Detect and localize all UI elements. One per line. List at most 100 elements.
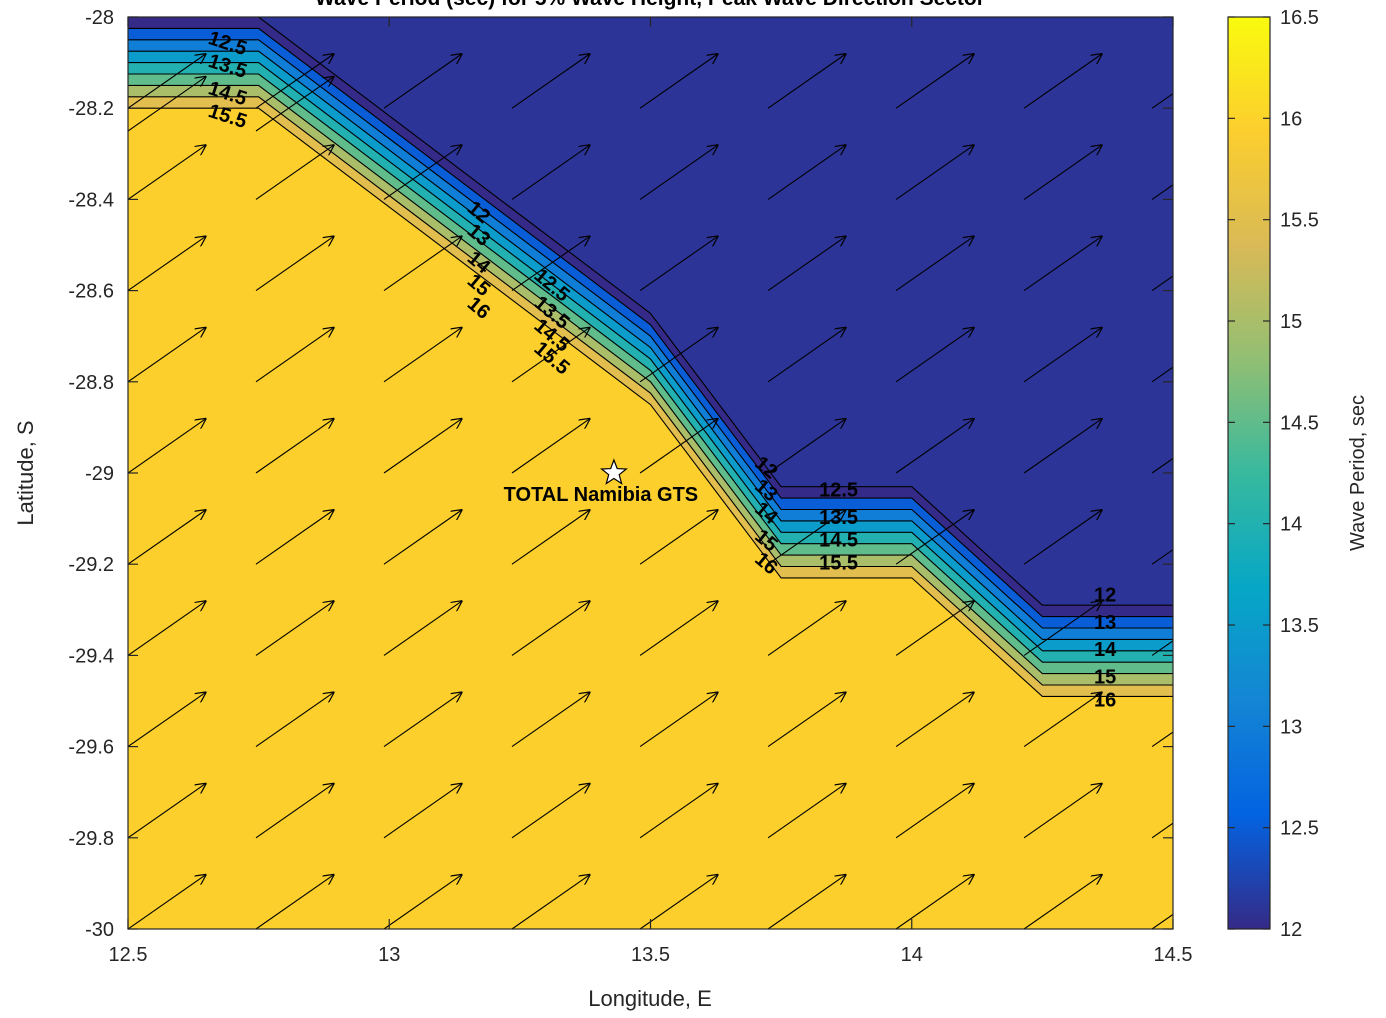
direction-arrow	[895, 54, 974, 109]
direction-arrow	[767, 54, 846, 109]
direction-arrow	[1151, 822, 1173, 839]
colorbar-tick-label: 14.5	[1280, 412, 1319, 434]
x-axis-label: Longitude, E	[588, 986, 712, 1011]
direction-arrow	[511, 418, 590, 474]
direction-arrow	[1023, 145, 1102, 200]
x-tick-label: 13.5	[631, 944, 670, 966]
contour-line	[128, 62, 1173, 652]
direction-arrow	[511, 601, 590, 656]
y-tick-label: -29.8	[68, 828, 114, 850]
site-star-icon	[599, 458, 628, 485]
direction-arrow	[895, 692, 974, 748]
direction-arrow	[767, 601, 846, 656]
direction-arrow	[1151, 731, 1173, 748]
y-tick-label: -28.2	[68, 98, 114, 120]
direction-arrow	[255, 692, 334, 748]
direction-arrow	[1151, 92, 1173, 109]
y-tick-label: -29	[85, 463, 114, 485]
direction-arrow	[255, 783, 334, 839]
colorbar: 12 12.5 13 13.5 14 14.5 15 15.5 16 16.5 Wave Peri…	[1227, 7, 1369, 941]
direction-arrow	[1023, 783, 1102, 839]
direction-arrow	[128, 236, 206, 292]
colorbar-tick-label: 12	[1280, 919, 1302, 941]
y-axis-label: Latitude, S	[13, 420, 38, 525]
direction-arrow	[1023, 54, 1102, 109]
direction-arrow	[767, 327, 846, 383]
direction-arrow	[895, 874, 974, 929]
direction-arrow	[383, 783, 462, 839]
y-tick-label: -30	[85, 919, 114, 941]
direction-arrow	[895, 145, 974, 200]
y-tick-label: -28	[85, 7, 114, 29]
direction-arrow	[639, 327, 718, 383]
direction-arrow	[767, 783, 846, 839]
direction-arrow	[767, 418, 846, 474]
direction-arrow	[767, 874, 846, 929]
contour-label: 16	[1094, 689, 1116, 711]
direction-arrow	[1023, 601, 1102, 656]
direction-arrow	[511, 54, 590, 109]
direction-arrow	[1151, 640, 1173, 656]
direction-arrow	[383, 418, 462, 474]
direction-arrow	[128, 510, 206, 565]
site-marker: TOTAL Namibia GTS	[504, 458, 698, 506]
direction-arrow	[128, 874, 206, 929]
direction-arrow	[1024, 17, 1026, 18]
direction-arrow	[383, 327, 462, 383]
direction-arrow	[511, 510, 590, 565]
direction-arrow	[895, 510, 974, 565]
direction-arrow	[511, 145, 590, 200]
direction-arrow	[1023, 236, 1102, 292]
colorbar-tick-label: 16.5	[1280, 7, 1319, 29]
colorbar-tick-label: 14	[1280, 514, 1302, 536]
y-tick-label: -28.6	[68, 281, 114, 303]
direction-arrow	[255, 236, 334, 292]
direction-arrow	[895, 327, 974, 383]
contour-label: 15	[1094, 666, 1116, 688]
y-tick-label: -29.4	[68, 645, 114, 667]
direction-arrow	[1023, 510, 1102, 565]
direction-arrow	[639, 874, 718, 929]
colorbar-label: Wave Period, sec	[1347, 395, 1369, 551]
direction-arrow	[639, 145, 718, 200]
site-label: TOTAL Namibia GTS	[504, 484, 698, 506]
contour-line	[128, 39, 1173, 629]
contour-label: 15.5	[819, 552, 858, 574]
direction-arrow	[1151, 366, 1173, 383]
direction-arrow	[1151, 275, 1173, 292]
direction-arrow	[255, 145, 334, 200]
direction-arrow	[128, 418, 206, 474]
x-axis-ticks: 12.5 13 13.5 14 14.5	[109, 17, 1192, 966]
direction-arrow	[767, 236, 846, 292]
direction-arrow	[255, 874, 334, 929]
colorbar-tick-label: 15	[1280, 311, 1302, 333]
direction-arrow	[128, 17, 129, 18]
direction-arrow	[639, 783, 718, 839]
contour-line	[128, 27, 1173, 618]
direction-arrow	[1152, 17, 1154, 18]
colorbar-tick-label: 13.5	[1280, 615, 1319, 637]
contour-label: 12	[1094, 584, 1116, 606]
direction-arrow	[511, 783, 590, 839]
colorbar-ticks: 12 12.5 13 13.5 14 14.5 15 15.5 16 16.5	[1228, 7, 1319, 941]
contour-line	[128, 107, 1173, 697]
direction-arrow	[895, 601, 974, 656]
direction-arrow	[639, 692, 718, 748]
direction-arrow	[511, 236, 590, 292]
contour-line	[128, 50, 1173, 640]
contour-label: 13.5	[819, 507, 858, 529]
direction-arrow	[511, 874, 590, 929]
colorbar-gradient	[1227, 16, 1271, 930]
direction-arrow	[255, 418, 334, 474]
colorbar-tick-label: 15.5	[1280, 210, 1319, 232]
direction-arrow	[383, 510, 462, 565]
x-tick-label: 13	[378, 944, 400, 966]
y-tick-label: -29.2	[68, 554, 114, 576]
contour-label: 14.5	[819, 530, 858, 552]
direction-arrow	[383, 54, 462, 109]
direction-arrow	[639, 54, 718, 109]
y-tick-label: -28.8	[68, 372, 114, 394]
colorbar-tick-label: 13	[1280, 716, 1302, 738]
direction-arrow	[383, 601, 462, 656]
